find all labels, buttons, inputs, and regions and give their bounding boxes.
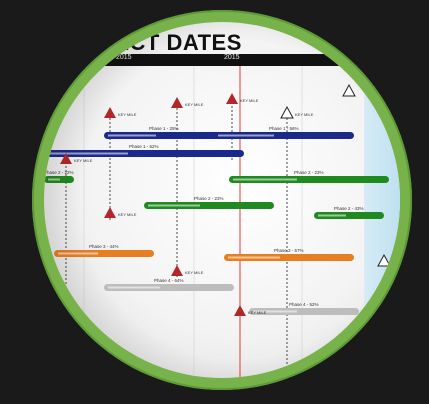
magnified-gantt-chart: 2015 2015 2015 OJECT DATES — [44, 22, 400, 378]
magnifier-ring: 2015 2015 2015 OJECT DATES — [32, 10, 412, 390]
milestone-label: KEY MILE — [248, 310, 267, 315]
year-label: 2015 — [224, 54, 240, 61]
year-label: 2015 — [334, 54, 350, 61]
gantt-bar — [54, 250, 154, 257]
highlight-column — [364, 66, 400, 378]
milestone-icon — [226, 93, 238, 104]
milestone-label: KEY MILE — [118, 212, 137, 217]
gantt-bar-progress — [108, 286, 160, 289]
gantt-bar-progress — [58, 252, 98, 255]
milestone-label: KEY MILE — [185, 270, 204, 275]
year-header-bar: 2015 2015 2015 — [44, 54, 400, 66]
gantt-bar — [314, 212, 384, 219]
gantt-bar-label: Phase 1 - 25% — [149, 126, 179, 131]
gantt-bar-label: Phase 1 - 56% — [269, 126, 299, 131]
gantt-bar — [44, 150, 244, 157]
gantt-bar — [104, 284, 234, 291]
year-label: 2015 — [116, 54, 132, 61]
gantt-bar — [144, 202, 274, 209]
milestone-label: KEY MILE — [74, 158, 93, 163]
gantt-bar-label: Phase 3 - 57% — [274, 248, 304, 253]
milestone-label: KEY MILE — [240, 98, 259, 103]
gantt-bar-label: Phase 2 - 23% — [294, 170, 324, 175]
page-title: OJECT DATES — [84, 30, 242, 55]
milestone-label: KEY MILE — [185, 102, 204, 107]
milestone-icon — [171, 97, 183, 108]
gantt-bar-progress — [318, 214, 346, 217]
gantt-bar-progress — [253, 310, 297, 313]
milestone-label: KEY MILE — [295, 112, 314, 117]
milestone-icon — [104, 207, 116, 218]
gantt-bar-label: Phase 3 - 44% — [89, 244, 119, 249]
gantt-bar-label: Phase 2 - 23% — [194, 196, 224, 201]
gantt-bar-label: Phase 4 - 64% — [154, 278, 184, 283]
gantt-bar — [104, 132, 224, 139]
gantt-bar — [249, 308, 359, 315]
gantt-bar — [224, 254, 354, 261]
gantt-bar — [229, 176, 389, 183]
milestone-icon — [280, 105, 294, 119]
gantt-bar-label: Phase 2 - 22% — [44, 170, 74, 175]
milestone-icon — [342, 83, 356, 97]
gantt-bar — [214, 132, 354, 139]
milestone-icon — [104, 107, 116, 118]
gantt-bar-progress — [148, 204, 200, 207]
milestone-label: KEY MILE — [118, 112, 137, 117]
gantt-bar-label: Phase 2 - 43% — [334, 206, 364, 211]
gantt-bar-label: Phase 4 - 52% — [289, 302, 319, 307]
milestone-icon — [60, 153, 72, 164]
gantt-graphics: Phase 1 - 25% Phase 1 - 52% Phase 1 - 56% P… — [44, 66, 391, 378]
gantt-bar-progress — [108, 134, 156, 137]
gantt-bar-progress — [48, 152, 128, 155]
milestone-icon — [234, 305, 246, 316]
gantt-bar-progress — [218, 134, 274, 137]
gantt-bar-progress — [48, 178, 60, 181]
milestone-icon — [377, 253, 391, 267]
gantt-bar-label: Phase 1 - 52% — [129, 144, 159, 149]
gantt-bar-progress — [228, 256, 280, 259]
milestone-icon — [171, 265, 183, 276]
gantt-bar-progress — [233, 178, 297, 181]
